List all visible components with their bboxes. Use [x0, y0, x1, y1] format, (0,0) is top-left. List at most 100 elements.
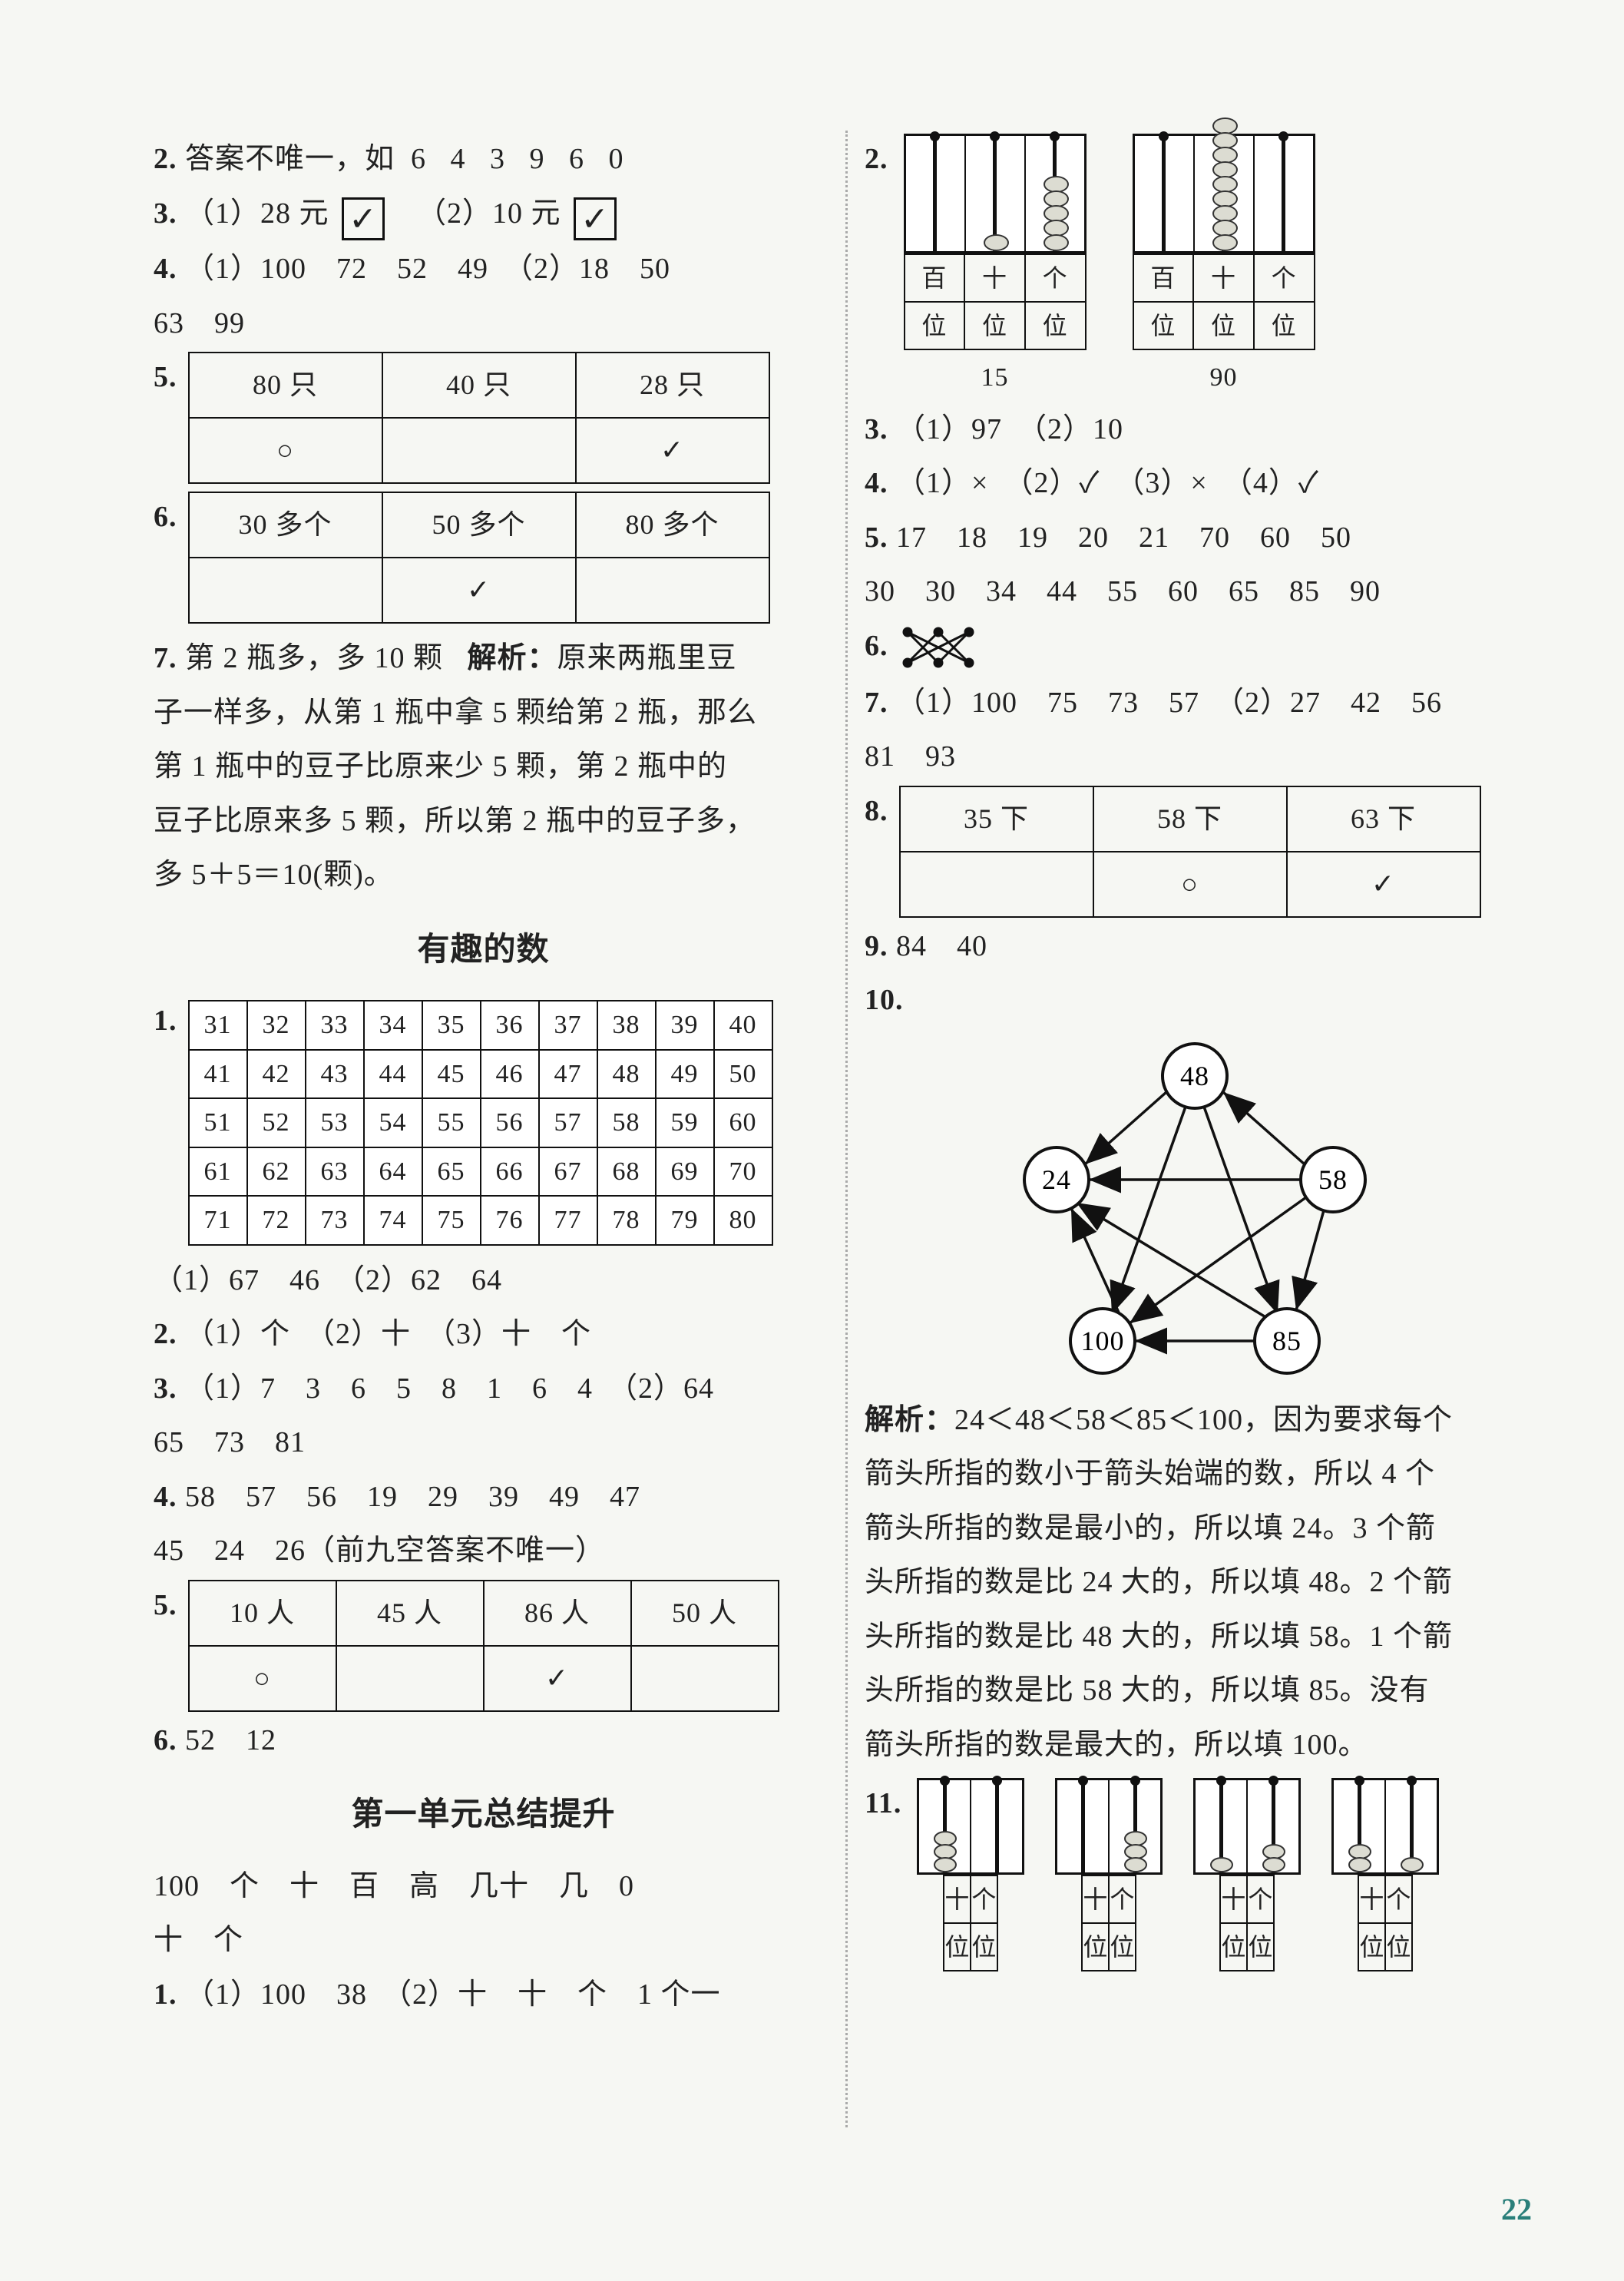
cell: 74 — [364, 1196, 422, 1245]
section-title-2: 第一单元总结提升 — [154, 1787, 813, 1844]
q5b-num: 5. — [154, 1580, 177, 1631]
cell: 65 — [422, 1147, 481, 1197]
rq8-num: 8. — [865, 786, 888, 837]
q6-row: 6. 30 多个 50 多个 80 多个 ✓ — [154, 492, 813, 624]
section-title-1: 有趣的数 — [154, 922, 813, 979]
cell: 66 — [481, 1147, 539, 1197]
abacus-caption: 90 — [1210, 355, 1238, 401]
number-grid: 3132333435363738394041424344454647484950… — [188, 1000, 773, 1246]
rq7-t1: （1）100 75 73 57 （2）27 42 56 — [896, 687, 1442, 719]
cell: 61 — [189, 1147, 247, 1197]
cell: 48 — [597, 1050, 656, 1099]
rq7-l1: 7. （1）100 75 73 57 （2）27 42 56 — [865, 677, 1524, 729]
q2b-num: 2. — [154, 1318, 177, 1350]
cell: 80 只 — [189, 353, 382, 418]
q7-line1: 7. 第 2 瓶多，多 10 颗 解析：原来两瓶里豆 — [154, 633, 813, 684]
q1b-row: 1. 3132333435363738394041424344454647484… — [154, 995, 813, 1252]
rq7-l2: 81 93 — [865, 731, 1524, 783]
table-row: 30 多个 50 多个 80 多个 — [189, 492, 769, 558]
cell: 40 — [714, 1001, 772, 1050]
q6b: 6. 52 12 — [154, 1715, 813, 1766]
q4-line1: 4. （1）100 72 52 49 （2）18 50 — [154, 243, 813, 295]
q3b-num: 3. — [154, 1372, 177, 1405]
cell: 54 — [364, 1098, 422, 1147]
rq2-num: 2. — [865, 134, 888, 185]
q7-b1: 原来两瓶里豆 — [557, 642, 737, 674]
small-abacus: 十个位位 — [917, 1778, 1024, 1971]
q3b-l2: 65 73 81 — [154, 1417, 813, 1468]
cell: 34 — [364, 1001, 422, 1050]
cell: 76 — [481, 1196, 539, 1245]
rq9-num: 9. — [865, 930, 888, 962]
q5-num: 5. — [154, 352, 177, 403]
table-row: ○ ✓ — [189, 1646, 779, 1711]
rq10-label: 解析： — [865, 1404, 954, 1436]
cell: 78 — [597, 1196, 656, 1245]
cell: ✓ — [576, 418, 769, 483]
rq10-num-row: 10. — [865, 975, 1524, 1026]
cell: ○ — [1093, 852, 1287, 917]
cell: 75 — [422, 1196, 481, 1245]
two-column-layout: 2. 答案不唯一，如 6 4 3 9 6 0 3. （1）28 元 ✓ （2）1… — [154, 131, 1524, 2127]
small-abacus: 十个位位 — [1193, 1778, 1301, 1971]
cell: 64 — [364, 1147, 422, 1197]
cell — [631, 1646, 779, 1711]
cell: 79 — [656, 1196, 714, 1245]
rq2: 2. 百十个位位位15 百十个位位位90 — [865, 134, 1524, 401]
rq9-text: 84 40 — [896, 930, 987, 962]
cell: 38 — [597, 1001, 656, 1050]
cell: 45 — [422, 1050, 481, 1099]
q7-b4: 豆子比原来多 5 颗，所以第 2 瓶中的豆子多， — [154, 796, 813, 847]
right-column: 2. 百十个位位位15 百十个位位位90 3. （1）97 （2）10 4. （… — [865, 131, 1524, 2127]
q1b-after: （1）67 46 （2）62 64 — [154, 1255, 813, 1306]
q4b-t1: 58 57 56 19 29 39 49 47 — [185, 1481, 640, 1513]
cell: 58 — [597, 1098, 656, 1147]
rq5-num: 5. — [865, 521, 888, 554]
cell: 70 — [714, 1147, 772, 1197]
cell: 68 — [597, 1147, 656, 1197]
cell: 40 只 — [382, 353, 576, 418]
q7-bold: 第 2 瓶多，多 10 颗 — [185, 642, 443, 674]
q1c-num: 1. — [154, 1978, 177, 2011]
rq7-num: 7. — [865, 687, 888, 719]
rq10-e3: 箭头所指的数是最小的，所以填 24。3 个箭 — [865, 1503, 1524, 1554]
q6b-num: 6. — [154, 1724, 177, 1756]
cell: 50 — [714, 1050, 772, 1099]
q2-text: 答案不唯一，如 — [185, 143, 395, 175]
q4b-l2: 45 24 26（前九空答案不唯一） — [154, 1525, 813, 1577]
q6b-text: 52 12 — [185, 1724, 276, 1756]
cell: 41 — [189, 1050, 247, 1099]
q5-table: 80 只 40 只 28 只 ○ ✓ — [188, 352, 770, 484]
cell: 30 多个 — [189, 492, 382, 558]
rq10-e2: 箭头所指的数小于箭头始端的数，所以 4 个 — [865, 1448, 1524, 1500]
q4b-l1: 4. 58 57 56 19 29 39 49 47 — [154, 1472, 813, 1523]
q3-num: 3. — [154, 197, 177, 230]
table-row: ○ ✓ — [189, 418, 769, 483]
rq3: 3. （1）97 （2）10 — [865, 404, 1524, 455]
rq6: 6. — [865, 621, 1524, 674]
rq3-text: （1）97 （2）10 — [896, 413, 1123, 445]
q5b-table: 10 人 45 人 86 人 50 人 ○ ✓ — [188, 1580, 779, 1712]
cell: 56 — [481, 1098, 539, 1147]
small-abacus: 十个位位 — [1055, 1778, 1163, 1971]
table-row: 80 只 40 只 28 只 — [189, 353, 769, 418]
cell: 47 — [539, 1050, 597, 1099]
rq8-table: 35 下 58 下 63 下 ○ ✓ — [899, 786, 1481, 918]
q3b-l1: 3. （1）7 3 6 5 8 1 6 4 （2）64 — [154, 1363, 813, 1415]
cell: 77 — [539, 1196, 597, 1245]
q7-b5: 多 5＋5＝10(颗)。 — [154, 849, 813, 901]
rq3-num: 3. — [865, 413, 888, 445]
q7-b3: 第 1 瓶中的豆子比原来少 5 颗，第 2 瓶中的 — [154, 741, 813, 793]
cell: 50 人 — [631, 1581, 779, 1646]
page-number: 22 — [1501, 2191, 1532, 2227]
q2-num: 2. — [154, 143, 177, 175]
cell: 72 — [247, 1196, 306, 1245]
cell: 33 — [306, 1001, 364, 1050]
q2-n0: 6 — [411, 143, 426, 175]
cell: 35 — [422, 1001, 481, 1050]
rq8-row: 8. 35 下 58 下 63 下 ○ ✓ — [865, 786, 1524, 918]
cell: 60 — [714, 1098, 772, 1147]
node-br: 85 — [1272, 1326, 1302, 1356]
cell — [382, 418, 576, 483]
rq4-text: （1）× （2）✓ （3）× （4）✓ — [896, 467, 1319, 499]
